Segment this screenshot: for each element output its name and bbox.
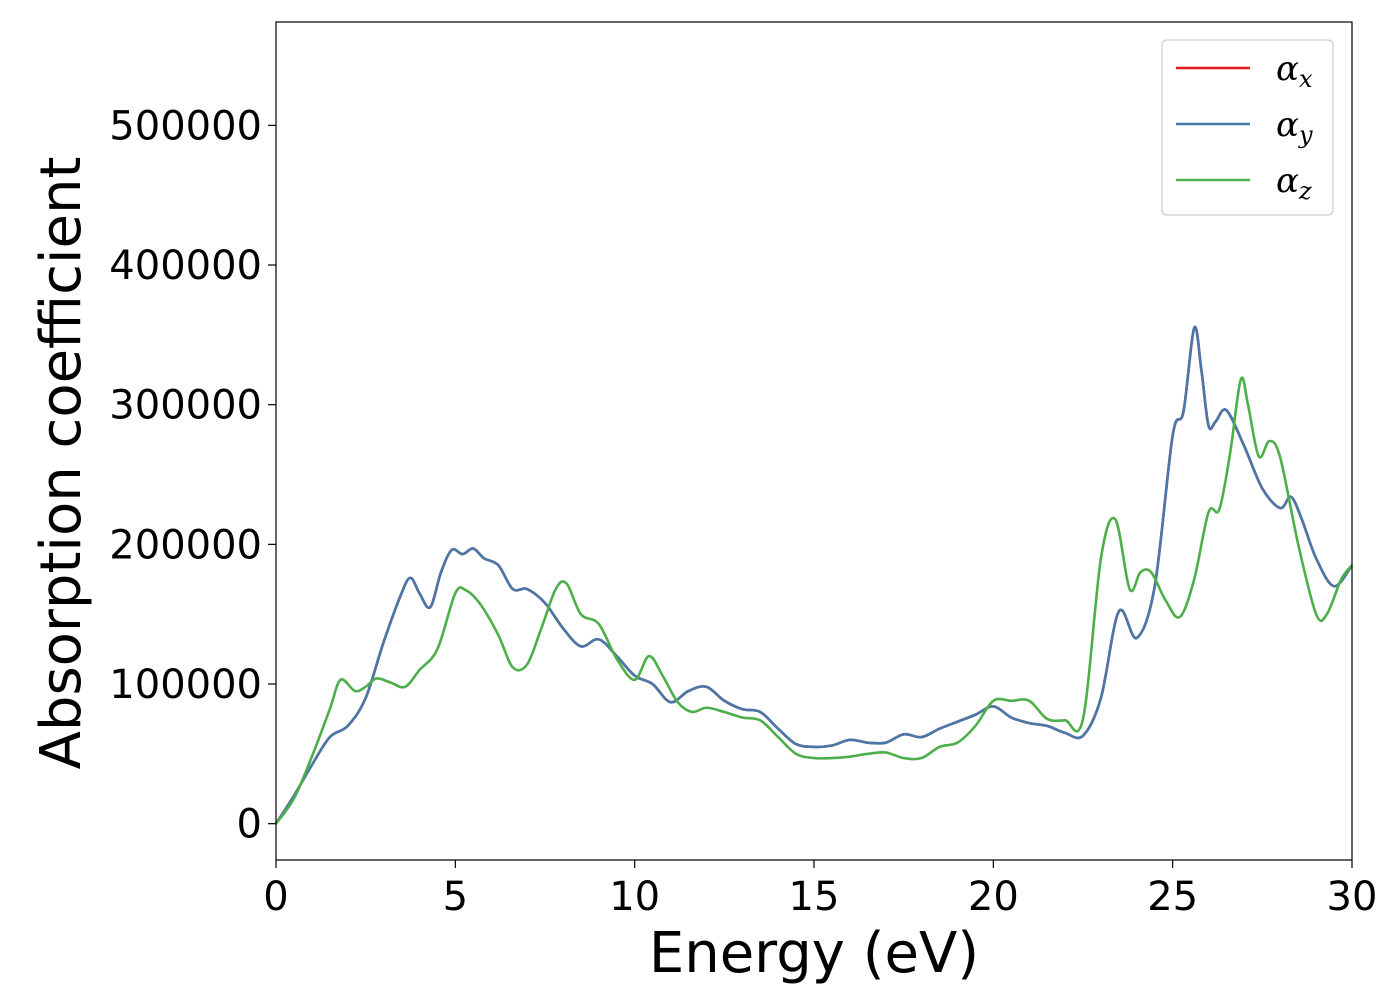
series-line-y	[274, 325, 1354, 825]
y-tick-label: 200000	[109, 522, 262, 568]
series-line-z	[274, 376, 1354, 825]
x-tick-label: 20	[968, 874, 1019, 920]
x-tick-label: 30	[1327, 874, 1378, 920]
legend: αx αy αz	[1161, 39, 1334, 216]
x-tick-label: 15	[789, 874, 840, 920]
y-tick-label: 0	[237, 802, 262, 848]
legend-box	[1161, 39, 1334, 216]
y-tick-label: 500000	[109, 103, 262, 149]
x-tick-label: 5	[443, 874, 468, 920]
y-tick-label: 100000	[109, 662, 262, 708]
legend-label-x: αx	[1276, 49, 1313, 93]
y-axis: 0 100000 200000 300000 400000 500000	[109, 103, 276, 848]
x-axis-label: Energy (eV)	[649, 921, 979, 986]
x-tick-label: 0	[263, 874, 288, 920]
y-tick-label: 300000	[109, 383, 262, 429]
y-tick-label: 400000	[109, 243, 262, 289]
y-axis-label: Absorption coefficient	[29, 157, 94, 770]
legend-label-z: αz	[1276, 161, 1312, 205]
series-layer	[274, 325, 1354, 825]
x-tick-label: 10	[609, 874, 660, 920]
x-axis: 0 5 10 15 20 25 30	[263, 860, 1377, 920]
legend-label-y: αy	[1276, 105, 1313, 149]
x-tick-label: 25	[1147, 874, 1198, 920]
